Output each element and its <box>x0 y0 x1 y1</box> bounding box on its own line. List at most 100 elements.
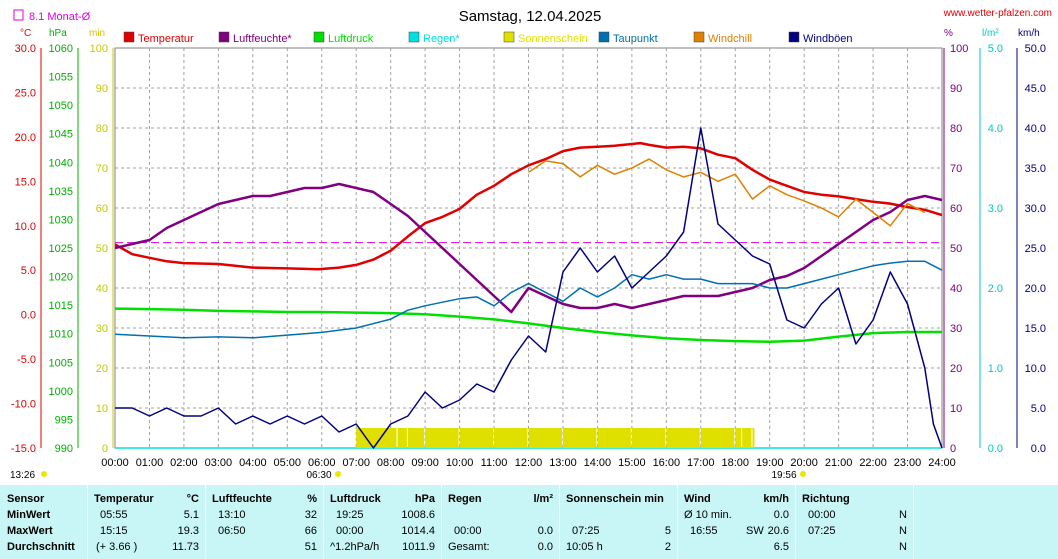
stats-col-sensor: Sensor MinWert MaxWert Durchschnitt <box>0 485 88 559</box>
wind-tick-label: 40.0 <box>1025 123 1046 135</box>
stats-col-wind: Wind km/h Ø 10 min. 0.0 16:55 SW 20.6 6.… <box>678 485 796 559</box>
legend-swatch <box>788 31 800 43</box>
x-tick-label: 16:00 <box>653 457 681 469</box>
stats-col-sun: Sonnenschein min 07:25 5 10:05 h 2 <box>560 485 678 559</box>
hum-max-time: 06:50 <box>218 525 246 537</box>
row-label-min: MinWert <box>7 509 51 521</box>
temp-tick-label: -10.0 <box>11 399 36 411</box>
unit-kmh: km/h <box>1018 28 1040 39</box>
hpa-tick-label: 1060 <box>49 43 73 55</box>
hpa-tick-label: 990 <box>55 443 73 455</box>
row-label-avg: Durchschnitt <box>7 541 75 553</box>
hpa-tick-label: 1005 <box>49 357 73 369</box>
wind-min-value: 0.0 <box>773 509 789 521</box>
wind-max-direction: SW <box>746 525 764 537</box>
rain-tick-label: 3.0 <box>988 203 1003 215</box>
temp-tick-label: -15.0 <box>11 443 36 455</box>
min-tick-label: 40 <box>96 283 108 295</box>
monthly-avg-marker <box>13 9 24 21</box>
sunrise-label: 06:30 <box>306 470 331 481</box>
stats-col-press: Luftdruck hPa 19:25 1008.6 00:00 1014.4 … <box>324 485 442 559</box>
legend-label: Regen* <box>423 33 460 45</box>
wind-avg-value: 6.5 <box>773 541 789 553</box>
min-tick-label: 80 <box>96 123 108 135</box>
min-tick-label: 20 <box>96 363 108 375</box>
temp-tick-label: 25.0 <box>15 87 36 99</box>
sunshine-bar <box>742 428 752 448</box>
grid <box>115 48 942 448</box>
legend-swatch <box>598 31 610 43</box>
min-tick-label: 10 <box>96 403 108 415</box>
pct-tick-label: 50 <box>950 243 962 255</box>
press-max-time: 00:00 <box>336 525 364 537</box>
legend-swatch <box>218 31 230 43</box>
x-tick-label: 07:00 <box>342 457 370 469</box>
stats-table: Sensor MinWert MaxWert Durchschnitt Temp… <box>0 485 1058 559</box>
sunset-label: 19:56 <box>771 470 796 481</box>
unit-hpa: hPa <box>49 28 67 39</box>
sunshine-bar <box>356 428 397 448</box>
pct-tick-label: 0 <box>950 443 956 455</box>
wind-tick-label: 35.0 <box>1025 163 1046 175</box>
hpa-tick-label: 1040 <box>49 157 73 169</box>
min-tick-label: 30 <box>96 323 108 335</box>
pct-tick-label: 80 <box>950 123 962 135</box>
sun-max-time: 07:25 <box>572 525 600 537</box>
sunshine-bar <box>459 428 494 448</box>
hpa-tick-label: 1015 <box>49 300 73 312</box>
sun-icon <box>41 471 47 477</box>
stats-header-rain: Regen <box>448 493 482 505</box>
hpa-tick-label: 1050 <box>49 100 73 112</box>
dir-min-value: N <box>899 509 907 521</box>
legend-label: Temperatur <box>138 33 194 45</box>
dir-avg-value: N <box>899 541 907 553</box>
stats-header-hum: Luftfeuchte <box>212 493 272 505</box>
legend-swatch <box>313 31 325 43</box>
stats-header-sensor: Sensor <box>7 493 45 505</box>
sunshine-bar <box>397 428 407 448</box>
pct-tick-label: 90 <box>950 83 962 95</box>
legend-swatch <box>123 31 135 43</box>
stats-header-press: Luftdruck <box>330 493 381 505</box>
min-tick-label: 90 <box>96 83 108 95</box>
hpa-tick-label: 1055 <box>49 72 73 84</box>
dir-max-value: N <box>899 525 907 537</box>
pct-tick-label: 100 <box>950 43 968 55</box>
x-tick-label: 01:00 <box>136 457 164 469</box>
temp-min-value: 5.1 <box>183 509 199 521</box>
legend-swatch <box>503 31 515 43</box>
stats-header-temp: Temperatur <box>94 493 154 505</box>
sunshine-bar <box>597 428 631 448</box>
sunshine-bar <box>494 428 528 448</box>
temp-tick-label: 15.0 <box>15 176 36 188</box>
temp-tick-label: 30.0 <box>15 43 36 55</box>
temp-max-value: 19.3 <box>177 525 199 537</box>
hum-max-value: 66 <box>304 525 317 537</box>
temp-avg-delta: (+ 3.66 ) <box>96 541 138 553</box>
x-tick-label: 06:00 <box>308 457 336 469</box>
hum-min-time: 13:10 <box>218 509 246 521</box>
series-line-temperatur <box>114 141 943 271</box>
sun-total-duration: 10:05 h <box>566 541 603 553</box>
axis-labels: 30.0 25.0 20.0 15.0 10.0 5.0 0.0 -5.0 -10.0 -15.0… <box>11 43 1046 469</box>
stats-unit-press: hPa <box>414 493 435 505</box>
wind-tick-label: 0.0 <box>1031 443 1046 455</box>
unit-celsius: °C <box>20 28 31 39</box>
legend-label: Sonnenschein <box>518 33 588 45</box>
row-label-max: MaxWert <box>7 525 53 537</box>
x-tick-label: 14:00 <box>584 457 612 469</box>
legend-label: Windböen <box>803 33 853 45</box>
x-tick-label: 22:00 <box>859 457 887 469</box>
wind-tick-label: 20.0 <box>1025 283 1046 295</box>
hpa-tick-label: 1020 <box>49 272 73 284</box>
x-tick-label: 20:00 <box>790 457 818 469</box>
legend-swatch <box>408 31 420 43</box>
pct-tick-label: 20 <box>950 363 962 375</box>
press-min-time: 19:25 <box>336 509 364 521</box>
rain-tick-label: 2.0 <box>988 283 1003 295</box>
x-tick-label: 13:00 <box>549 457 577 469</box>
hpa-tick-label: 1045 <box>49 129 73 141</box>
wind-tick-label: 45.0 <box>1025 83 1046 95</box>
press-trend: ^1.2hPa/h <box>330 541 380 553</box>
rain-total-label: Gesamt: <box>448 541 490 553</box>
